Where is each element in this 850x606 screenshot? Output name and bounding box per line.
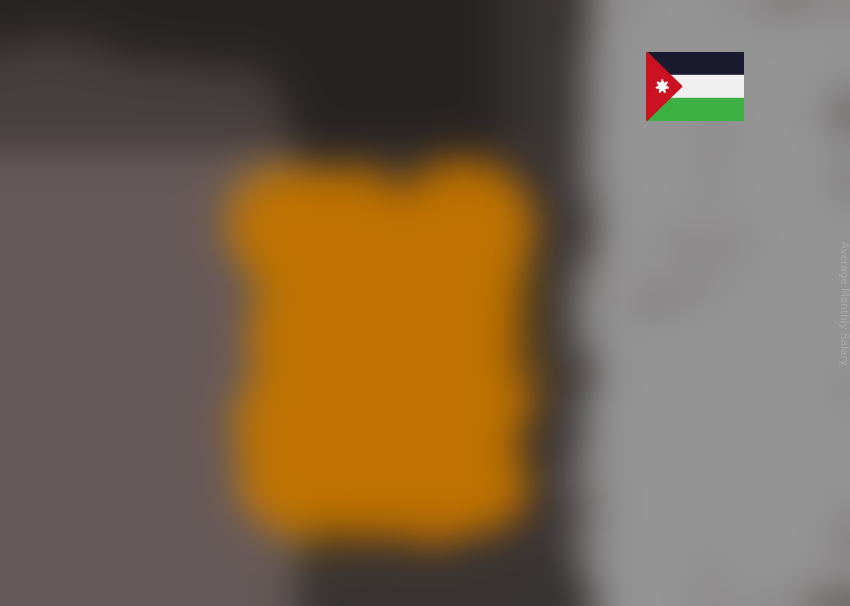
Text: Amman: Amman bbox=[122, 166, 196, 184]
Text: explorer.com: explorer.com bbox=[611, 87, 718, 102]
Text: Salary Comparison By Education: Salary Comparison By Education bbox=[122, 84, 631, 112]
Text: Industrial Engineer: Industrial Engineer bbox=[122, 131, 288, 149]
Bar bbox=[646, 75, 744, 98]
Polygon shape bbox=[224, 358, 231, 502]
Polygon shape bbox=[656, 79, 669, 93]
Polygon shape bbox=[338, 345, 358, 502]
Polygon shape bbox=[575, 210, 595, 502]
Polygon shape bbox=[224, 358, 338, 502]
Text: 1,840 JOD: 1,840 JOD bbox=[504, 190, 604, 208]
Text: salary: salary bbox=[564, 87, 615, 102]
Text: +93%: +93% bbox=[357, 144, 442, 170]
Polygon shape bbox=[646, 52, 682, 121]
Polygon shape bbox=[224, 345, 358, 358]
Polygon shape bbox=[461, 210, 595, 222]
Bar bbox=[646, 52, 744, 75]
Bar bbox=[646, 98, 744, 121]
Polygon shape bbox=[461, 222, 468, 502]
Text: 950 JOD: 950 JOD bbox=[221, 323, 302, 341]
Text: Average Monthly Salary: Average Monthly Salary bbox=[838, 241, 848, 365]
Text: Bachelor's Degree: Bachelor's Degree bbox=[198, 514, 363, 528]
Text: Master's Degree: Master's Degree bbox=[454, 514, 602, 528]
Polygon shape bbox=[461, 222, 575, 502]
